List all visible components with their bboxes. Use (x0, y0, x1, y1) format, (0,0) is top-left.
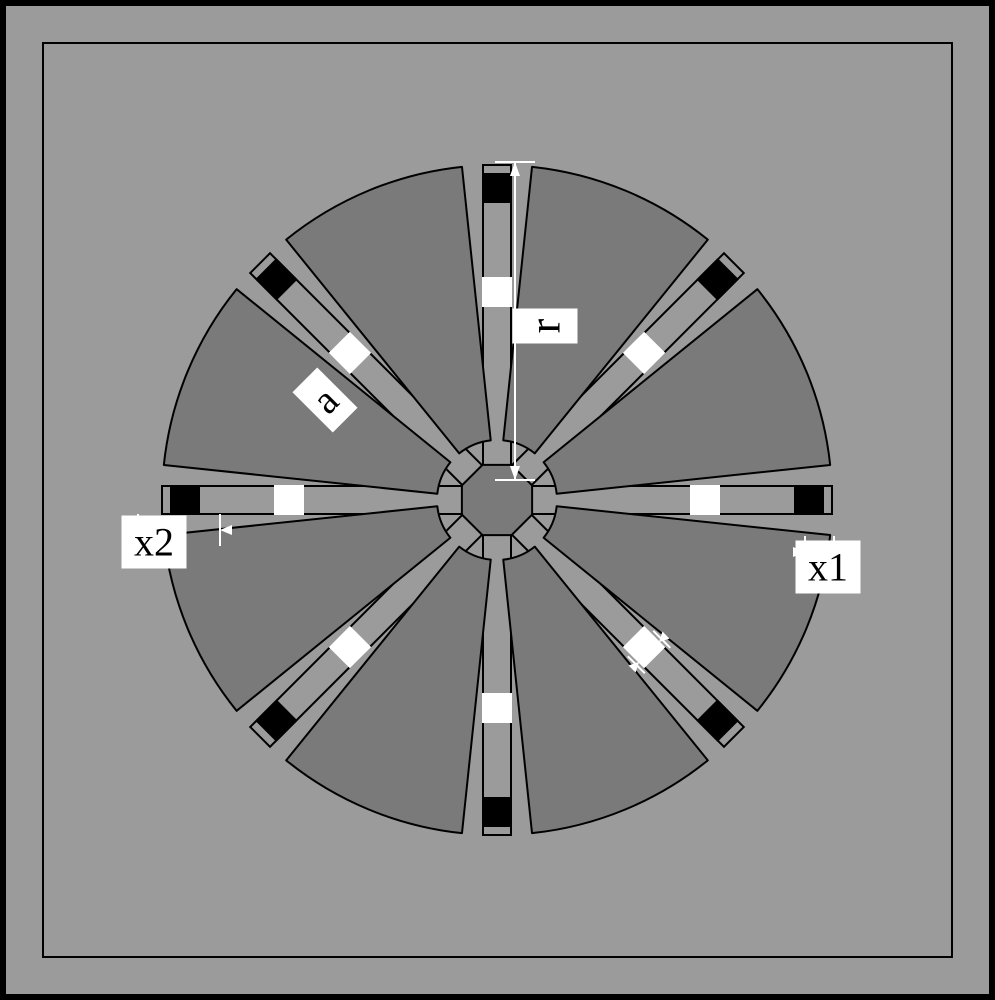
label-x2: x2 (122, 516, 186, 568)
white-block (482, 277, 512, 307)
white-block (690, 485, 720, 515)
diagram-canvas: rax1x2 (0, 0, 995, 1000)
black-block (794, 485, 824, 515)
white-block-rect (482, 693, 512, 723)
black-block (170, 485, 200, 515)
black-block-rect (170, 485, 200, 515)
black-block (482, 797, 512, 827)
white-block-rect (274, 485, 304, 515)
black-block (482, 173, 512, 203)
label-x1-text: x1 (808, 545, 848, 590)
white-block (482, 693, 512, 723)
white-block-rect (690, 485, 720, 515)
black-block-rect (794, 485, 824, 515)
label-r-text: r (521, 318, 570, 333)
diagram-svg: rax1x2 (0, 0, 995, 1000)
label-r: r (513, 309, 577, 343)
hub-octagon (462, 465, 532, 535)
label-x1: x1 (796, 541, 860, 593)
white-block (274, 485, 304, 515)
black-block-rect (482, 173, 512, 203)
white-block-rect (482, 277, 512, 307)
black-block-rect (482, 797, 512, 827)
label-x2-text: x2 (134, 520, 174, 565)
